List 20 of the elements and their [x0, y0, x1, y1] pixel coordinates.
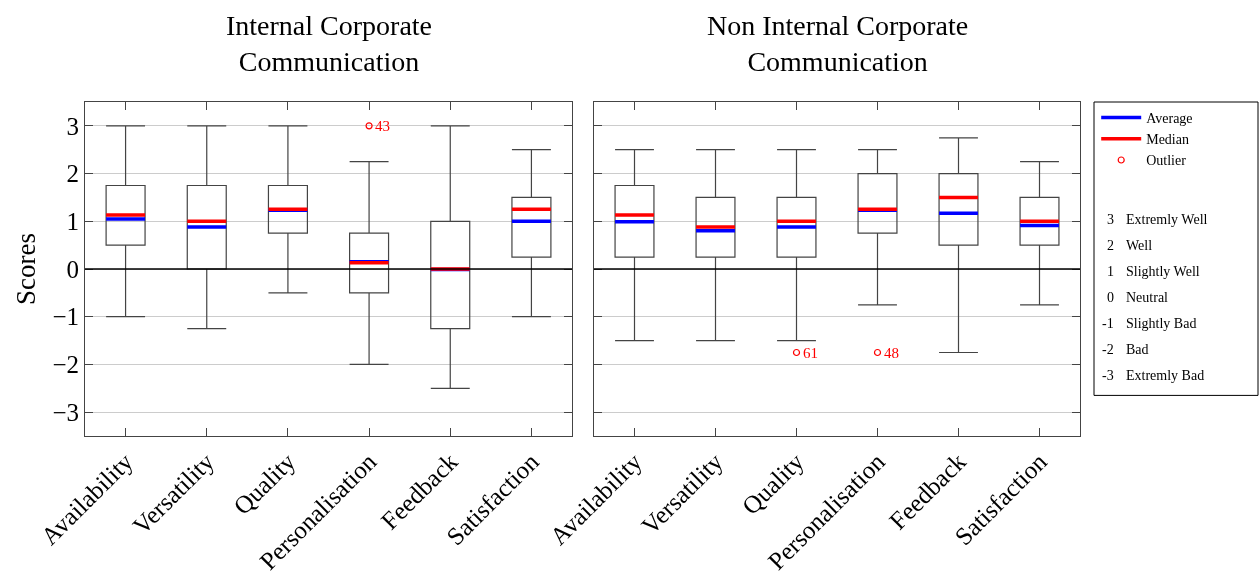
- y-tick-label: −2: [52, 351, 79, 379]
- text: -3 Extremly Bad: [1102, 368, 1205, 383]
- y-axis-title: Scores: [11, 233, 42, 305]
- text: -1 Slightly Bad: [1102, 316, 1197, 331]
- chart-title: Non Internal Corporate Communication: [707, 10, 969, 78]
- y-tick-label: 1: [66, 208, 79, 236]
- text: 2 Well: [1107, 238, 1153, 253]
- chart-title: Internal Corporate Communication: [226, 10, 433, 78]
- y-tick-label: 0: [66, 255, 79, 283]
- y-tick-label: −3: [52, 398, 79, 426]
- y-tick-label: 3: [66, 112, 79, 140]
- y-tick-label: 2: [66, 160, 79, 188]
- y-tick-label: −1: [52, 303, 79, 331]
- text: 1 Slightly Well: [1107, 264, 1200, 279]
- annotation: 61: [803, 345, 818, 361]
- text: 3 Extremly Well: [1107, 212, 1208, 227]
- annotation: 48: [884, 345, 899, 361]
- text: -2 Bad: [1102, 342, 1149, 357]
- annotation: 43: [375, 118, 390, 134]
- text: 0 Neutral: [1107, 290, 1169, 305]
